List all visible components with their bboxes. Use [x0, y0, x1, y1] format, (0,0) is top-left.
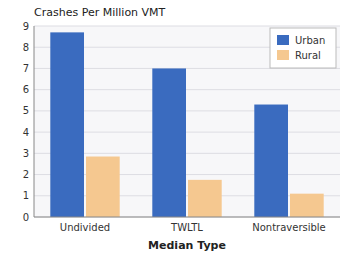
bar: [50, 32, 84, 217]
bar: [290, 194, 324, 217]
legend-swatch: [277, 50, 289, 60]
x-tick-label: TWLTL: [170, 222, 203, 233]
x-tick-label: Undivided: [60, 222, 110, 233]
grid-line: [34, 26, 340, 27]
legend-frame: [270, 28, 336, 68]
x-tick-label: Nontraversible: [252, 222, 326, 233]
grid-line: [34, 217, 340, 218]
y-axis: 0 1 2 3 4 5 6 7 8 9: [23, 21, 340, 223]
y-tick-label: 8: [23, 42, 29, 53]
legend-swatch: [277, 35, 289, 45]
y-tick-label: 4: [23, 127, 29, 138]
bar: [188, 180, 222, 217]
title: Crashes Per Million VMT: [34, 6, 166, 19]
y-tick-label: 3: [23, 148, 29, 159]
y-tick-label: 0: [23, 212, 29, 223]
x-axis-label: Median Type: [148, 239, 226, 252]
bar: [254, 105, 288, 217]
y-axis-line: [34, 26, 35, 217]
plot-area: [34, 26, 340, 217]
chart: 0 1 2 3 4 5 6 7 8 9 Undivided TWLTL Nontraversible Me…: [0, 0, 350, 259]
y-tick-label: 6: [23, 84, 29, 95]
legend-label: Rural: [295, 50, 321, 61]
bar: [86, 157, 120, 217]
y-tick-label: 5: [23, 105, 29, 116]
chart-container: 0 1 2 3 4 5 6 7 8 9 Undivided TWLTL Nontraversible Me…: [0, 0, 350, 259]
y-tick-label: 2: [23, 169, 29, 180]
legend-label: Urban: [295, 35, 325, 46]
bar: [152, 68, 186, 217]
y-tick-label: 9: [23, 21, 29, 32]
legend: Urban Rural: [270, 28, 336, 68]
x-axis-line: [34, 217, 340, 218]
y-tick-label: 1: [23, 190, 29, 201]
y-tick-label: 7: [23, 63, 29, 74]
